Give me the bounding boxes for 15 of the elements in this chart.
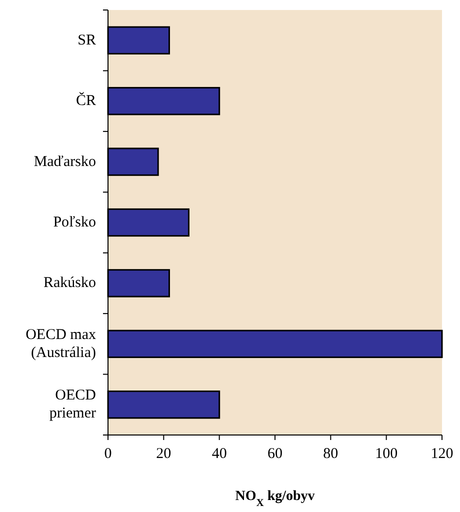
- x-tick-label: 40: [212, 446, 227, 462]
- x-tick-label: 100: [375, 446, 398, 462]
- y-tick-label: ČR: [76, 92, 96, 110]
- x-tick-label: 20: [156, 446, 172, 462]
- x-tick-label: 120: [430, 446, 454, 462]
- y-tick-label: SR: [78, 32, 96, 48]
- y-tick-label: OECD priemer: [49, 388, 96, 422]
- y-tick-label: OECD max (Austrália): [26, 326, 96, 361]
- x-tick-label: 0: [104, 446, 112, 462]
- y-tick-label: Maďarsko: [34, 154, 96, 170]
- y-tick-label: Poľsko: [53, 214, 96, 230]
- x-tick-label: 80: [323, 446, 338, 462]
- x-axis-title: NO$_{X}$ kg/obyv: [235, 489, 315, 508]
- x-tick-label: 60: [268, 446, 282, 462]
- y-tick-label: Rakúsko: [44, 275, 96, 292]
